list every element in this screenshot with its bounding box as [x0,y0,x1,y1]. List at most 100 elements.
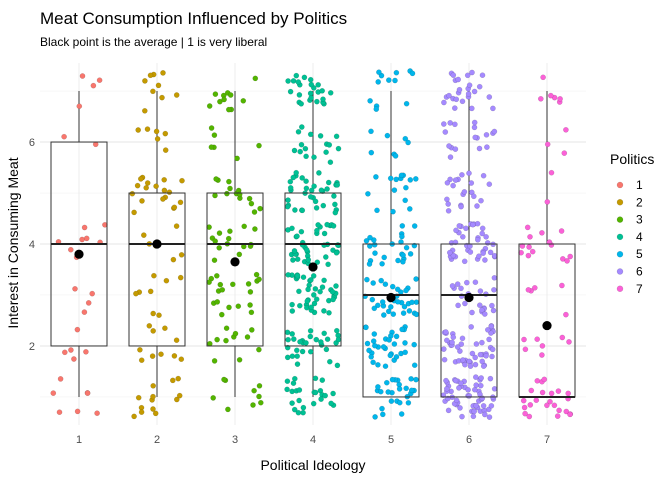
jitter-point [394,298,401,305]
jitter-point [96,77,103,83]
x-tick-label: 6 [466,434,472,446]
jitter-point [392,77,398,84]
jitter-point [256,142,262,149]
jitter-point [308,187,315,194]
jitter-point [236,251,243,258]
jitter-point [129,190,136,197]
jitter-point [442,129,449,135]
jitter-point [473,341,480,347]
jitter-point [232,330,239,337]
jitter-point [527,233,533,240]
jitter-point [469,69,475,76]
jitter-point [450,182,456,189]
jitter-point [211,358,218,364]
legend-entry-label: 1 [636,178,643,192]
jitter-point [468,180,475,186]
jitter-point [455,76,462,83]
jitter-point [408,375,414,382]
jitter-point [486,181,493,187]
jitter-point [452,377,459,384]
jitter-point [296,302,303,309]
jitter-point [466,82,473,88]
jitter-point [89,290,95,297]
jitter-point [480,402,487,409]
jitter-point [74,326,81,333]
jitter-point [391,187,398,193]
jitter-point [319,377,326,383]
jitter-point [305,286,311,293]
jitter-point [303,246,310,253]
jitter-point [253,271,260,278]
jitter-point [390,208,396,215]
jitter-point [405,139,411,146]
jitter-point [162,147,169,153]
jitter-point [479,358,486,365]
jitter-point [457,405,463,411]
jitter-point [479,339,485,346]
jitter-point [468,105,475,112]
jitter-point [393,69,400,76]
jitter-point [285,78,291,84]
jitter-point [256,346,262,353]
jitter-point [301,74,308,81]
jitter-point [381,254,388,261]
jitter-point [490,105,496,112]
jitter-point [291,406,298,413]
jitter-point [303,178,309,184]
jitter-point [557,96,563,102]
jitter-point [460,357,466,363]
jitter-point [295,409,302,416]
jitter-point [368,149,375,156]
jitter-point [440,121,447,127]
mean-point [464,292,474,303]
jitter-point [333,133,340,140]
x-tick-label: 2 [154,434,160,446]
jitter-point [534,377,541,384]
jitter-point [245,281,252,287]
jitter-point [444,179,451,186]
jitter-point [225,106,232,113]
jitter-point [298,101,305,107]
jitter-point [555,388,562,394]
jitter-point [85,300,92,306]
jitter-point [208,125,215,131]
jitter-point [469,350,476,357]
jitter-point [379,260,385,267]
jitter-point [491,274,498,281]
jitter-point [539,389,546,396]
jitter-point [335,336,342,343]
jitter-point [539,343,546,349]
jitter-point [296,387,303,393]
jitter-point [173,396,180,403]
x-tick-label: 1 [76,434,82,446]
jitter-point [384,132,391,139]
jitter-point [173,223,180,229]
jitter-point [385,77,392,83]
jitter-point [297,148,304,155]
jitter-point [326,309,332,316]
legend-entry-label: 3 [636,213,643,227]
jitter-point [385,308,392,315]
jitter-point [144,180,151,186]
jitter-point [302,145,309,152]
jitter-point [150,310,156,317]
y-axis-label: Interest in Consuming Meat [5,157,21,328]
jitter-point [311,154,317,160]
jitter-point [178,356,185,363]
jitter-point [323,346,330,353]
legend-key-point [616,250,624,258]
jitter-point [257,399,264,406]
jitter-point [403,100,410,107]
jitter-point [293,72,300,79]
jitter-point [463,225,469,232]
jitter-point [369,296,376,303]
jitter-point [142,78,148,84]
jitter-point [367,98,373,104]
jitter-point [308,95,314,101]
jitter-point [256,393,262,400]
jitter-point [223,337,229,344]
jitter-point [393,333,400,340]
jitter-point [364,340,371,347]
jitter-point [214,299,221,305]
jitter-point [403,385,410,392]
